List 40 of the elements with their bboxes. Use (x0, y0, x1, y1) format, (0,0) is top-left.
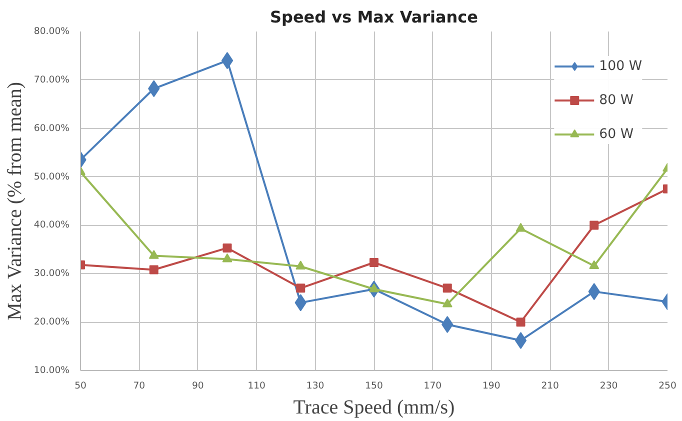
x-tick-label: 250 (658, 380, 676, 392)
x-tick-label: 170 (424, 380, 442, 392)
x-tick-label: 210 (541, 380, 560, 392)
point (590, 220, 599, 230)
legend-label: 80 W (599, 92, 634, 108)
x-tick-label: 190 (482, 380, 500, 392)
point (514, 332, 527, 349)
x-tick-label: 90 (192, 380, 204, 392)
legend-label: 60 W (599, 126, 634, 142)
chart-title: Speed vs Max Variance (270, 8, 478, 26)
x-tick-label: 50 (74, 380, 86, 392)
y-tick-label: 60.00% (34, 122, 70, 134)
point (296, 284, 306, 293)
y-tick-label: 80.00% (34, 26, 70, 37)
y-tick-label: 50.00% (34, 171, 70, 182)
y-tick-label: 10.00% (34, 365, 70, 376)
x-tick-label: 150 (365, 380, 383, 392)
x-tick-label: 70 (133, 380, 146, 392)
point (516, 222, 526, 232)
point (296, 260, 306, 270)
point (442, 284, 452, 293)
y-tick-label: 30.00% (34, 268, 70, 280)
x-tick-label: 130 (306, 380, 324, 392)
x-tick-label: 230 (600, 380, 618, 392)
point (149, 265, 158, 274)
point (370, 258, 378, 268)
y-axis-title: Max Variance (% from mean) (4, 82, 26, 320)
point (222, 243, 232, 252)
y-tick-label: 70.00% (34, 74, 70, 86)
point (516, 318, 526, 327)
point (148, 250, 159, 259)
point (221, 52, 234, 70)
y-tick-label: 40.00% (34, 220, 70, 231)
x-axis-title: Trace Speed (mm/s) (293, 396, 455, 418)
point (222, 253, 232, 262)
y-tick-label: 20.00% (34, 316, 70, 328)
point (442, 298, 452, 308)
legend-label: 100 W (599, 58, 642, 74)
x-tick-label: 110 (248, 380, 266, 392)
point (589, 260, 600, 269)
